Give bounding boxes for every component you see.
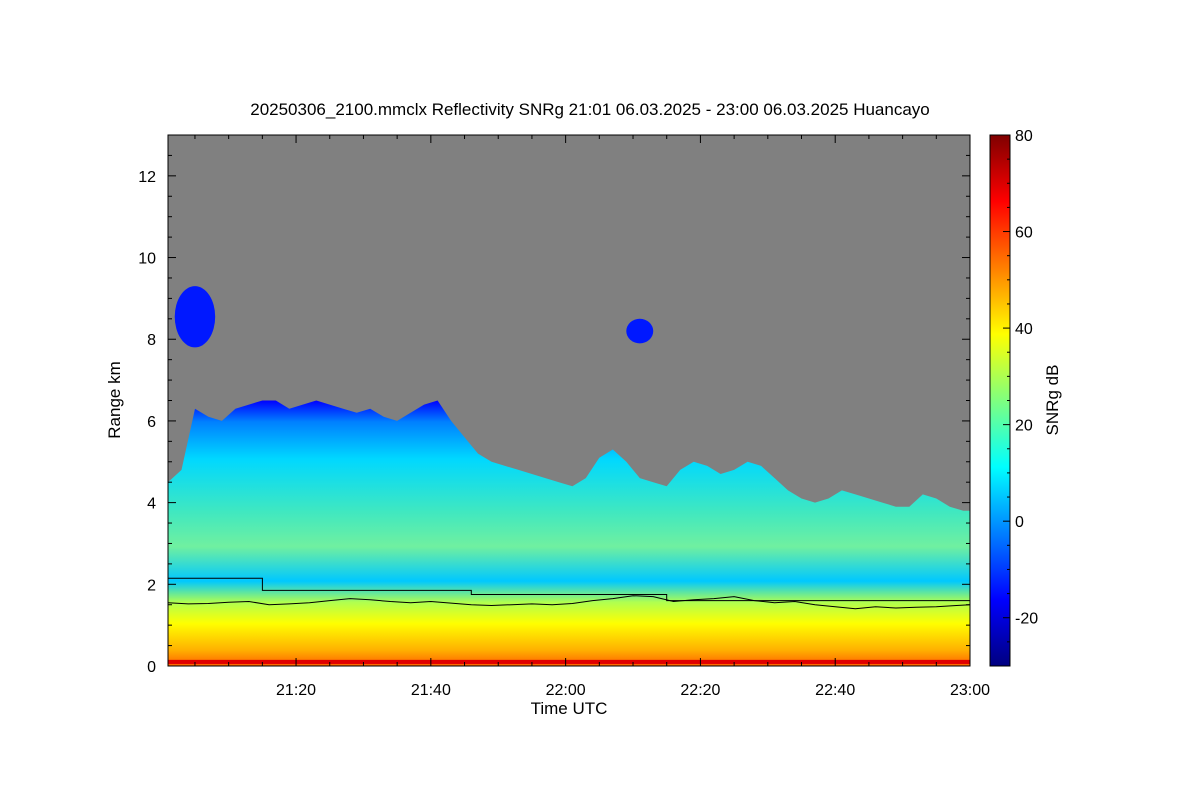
x-tick-label: 22:20 [680,682,720,699]
colorbar-tick-label: 40 [1015,321,1033,338]
detached-cloud-2 [626,318,654,344]
series-line-2 [168,595,970,610]
colorbar-tick-label: 0 [1015,514,1024,531]
plot-data-layer [168,135,970,666]
colorbar-tick-label: 60 [1015,225,1033,242]
y-axis-title: Range km [105,361,124,438]
y-tick-label: 4 [147,496,156,513]
colorbar-tick-label: -20 [1015,611,1038,628]
x-tick-label: 22:40 [815,682,855,699]
detached-cloud-1 [174,286,216,348]
y-tick-label: 10 [138,251,156,268]
series-layer [168,577,970,610]
chart-title: 20250306_2100.mmclx Reflectivity SNRg 21… [250,100,930,119]
colorbar-tick-label: 20 [1015,418,1033,435]
y-tick-label: 0 [147,659,156,676]
x-tick-label: 23:00 [950,682,990,699]
y-tick-label: 6 [147,414,156,431]
x-axis: 21:20 21:40 22:00 22:20 22:40 23:00 [194,135,990,699]
surface-echo-band [168,659,970,664]
y-tick-label: 2 [147,577,156,594]
colorbar-tick-label: 80 [1015,128,1033,145]
y-tick-label: 8 [147,332,156,349]
x-axis-title: Time UTC [531,699,608,718]
x-tick-label: 21:20 [276,682,316,699]
colorbar-axis: -20 0 20 40 60 80 [1003,128,1038,667]
x-tick-label: 21:40 [411,682,451,699]
y-axis: 0 2 4 6 8 10 12 [138,134,970,676]
colorbar-title: SNRg dB [1043,365,1062,436]
x-tick-label: 22:00 [546,682,586,699]
y-tick-label: 12 [138,169,156,186]
